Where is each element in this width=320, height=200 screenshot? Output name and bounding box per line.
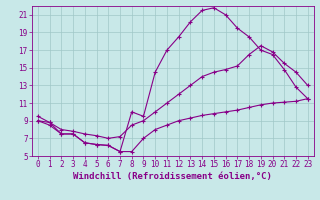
X-axis label: Windchill (Refroidissement éolien,°C): Windchill (Refroidissement éolien,°C) [73, 172, 272, 181]
